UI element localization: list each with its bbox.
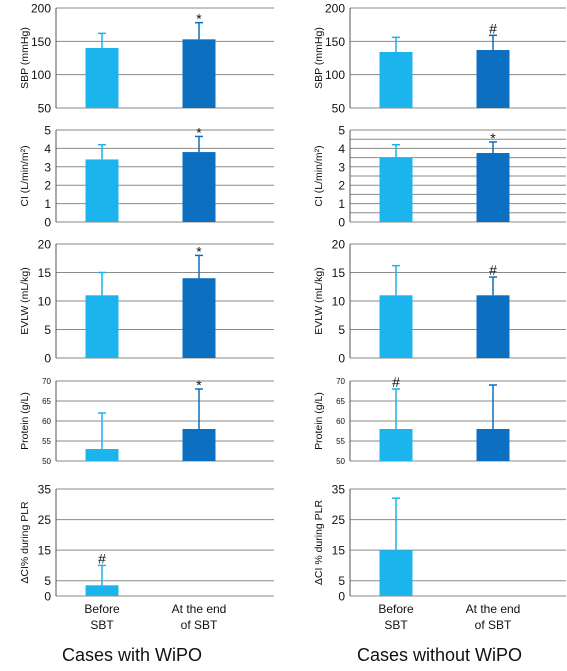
y-axis-label: Protein (g/L) [313, 392, 325, 450]
y-axis-label: ΔCI % during PLR [313, 499, 325, 585]
y-tick-label: 15 [332, 266, 346, 280]
x-label-before-sbt: Before [84, 602, 120, 616]
x-label-end-of-sbt: of SBT [475, 618, 512, 632]
y-tick-label: 0 [44, 590, 51, 604]
y-tick-label: 150 [325, 35, 345, 49]
x-label-end-of-sbt: At the end [172, 602, 227, 616]
y-tick-label: 0 [338, 590, 345, 604]
y-tick-label: 10 [332, 295, 346, 309]
y-tick-label: 2 [338, 179, 345, 193]
bar-before-sbt [85, 449, 119, 461]
y-tick-label: 5 [338, 323, 345, 337]
x-label-before-sbt: SBT [90, 618, 114, 632]
y-tick-label: 5 [44, 574, 51, 588]
bar-end-of-sbt [182, 152, 216, 222]
bar-before-sbt [379, 295, 413, 358]
y-tick-label: 150 [31, 35, 51, 49]
significance-asterisk: * [196, 124, 202, 140]
bar-before-sbt [379, 157, 413, 222]
y-tick-label: 0 [338, 216, 345, 230]
x-label-before-sbt: Before [378, 602, 414, 616]
y-tick-label: 20 [332, 238, 346, 252]
x-label-end-of-sbt: At the end [466, 602, 521, 616]
y-tick-label: 25 [38, 513, 52, 527]
y-tick-label: 15 [332, 544, 346, 558]
y-tick-label: 70 [336, 377, 345, 386]
y-axis-label: Protein (g/L) [19, 392, 31, 450]
y-tick-label: 100 [31, 68, 51, 82]
y-tick-label: 10 [38, 295, 52, 309]
significance-asterisk: * [196, 377, 202, 393]
y-axis-label: SBP (mmHg) [313, 27, 325, 89]
y-axis-label: ΔCI% during PLR [19, 501, 31, 584]
y-tick-label: 4 [338, 142, 345, 156]
y-tick-label: 5 [338, 574, 345, 588]
bar-end-of-sbt [182, 39, 216, 109]
bar-before-sbt [379, 550, 413, 596]
bar-end-of-sbt [476, 50, 510, 108]
x-label-before-sbt: SBT [384, 618, 408, 632]
bar-before-sbt [85, 48, 119, 108]
bar-before-sbt [379, 52, 413, 108]
y-tick-label: 15 [38, 266, 52, 280]
y-axis-label: EVLW (mL/kg) [19, 267, 31, 334]
significance-hash: # [392, 374, 400, 390]
bar-before-sbt [85, 159, 119, 222]
y-tick-label: 25 [332, 513, 346, 527]
y-tick-label: 4 [44, 142, 51, 156]
group-title-without-wipo: Cases without WiPO [357, 645, 523, 665]
y-tick-label: 3 [44, 160, 51, 174]
y-tick-label: 50 [332, 102, 346, 116]
group-title-with-wipo: Cases with WiPO [62, 645, 203, 665]
y-tick-label: 65 [42, 397, 51, 406]
y-tick-label: 3 [338, 160, 345, 174]
significance-hash: # [489, 20, 497, 36]
bar-before-sbt [85, 295, 119, 358]
bar-end-of-sbt [476, 295, 510, 358]
y-tick-label: 70 [42, 377, 51, 386]
y-tick-label: 0 [44, 216, 51, 230]
significance-asterisk: * [490, 130, 496, 146]
y-tick-label: 1 [44, 197, 51, 211]
bar-before-sbt [379, 429, 413, 461]
y-tick-label: 0 [338, 352, 345, 366]
bar-end-of-sbt [476, 429, 510, 461]
bar-before-sbt [85, 585, 119, 596]
bar-end-of-sbt [182, 429, 216, 461]
y-tick-label: 50 [38, 102, 52, 116]
bar-end-of-sbt [182, 278, 216, 358]
significance-asterisk: * [196, 11, 202, 27]
x-label-end-of-sbt: of SBT [181, 618, 218, 632]
y-tick-label: 55 [42, 437, 51, 446]
y-tick-label: 60 [336, 417, 345, 426]
y-tick-label: 5 [44, 323, 51, 337]
y-tick-label: 60 [42, 417, 51, 426]
y-tick-label: 50 [336, 457, 345, 466]
y-axis-label: CI (L/min/m²) [313, 145, 325, 206]
y-axis-label: CI (L/min/m²) [19, 145, 31, 206]
y-tick-label: 100 [325, 68, 345, 82]
y-axis-label: SBP (mmHg) [19, 27, 31, 89]
y-tick-label: 65 [336, 397, 345, 406]
bar-end-of-sbt [476, 153, 510, 222]
significance-hash: # [98, 550, 106, 566]
y-tick-label: 15 [38, 544, 52, 558]
y-tick-label: 5 [44, 124, 51, 138]
y-tick-label: 200 [31, 2, 51, 16]
y-tick-label: 50 [42, 457, 51, 466]
y-tick-label: 5 [338, 124, 345, 138]
y-tick-label: 200 [325, 2, 345, 16]
y-axis-label: EVLW (mL/kg) [313, 267, 325, 334]
y-tick-label: 0 [44, 352, 51, 366]
y-tick-label: 20 [38, 238, 52, 252]
y-tick-label: 1 [338, 197, 345, 211]
significance-asterisk: * [196, 243, 202, 259]
y-tick-label: 2 [44, 179, 51, 193]
y-tick-label: 35 [38, 483, 52, 497]
significance-hash: # [489, 262, 497, 278]
y-tick-label: 55 [336, 437, 345, 446]
y-tick-label: 35 [332, 483, 346, 497]
